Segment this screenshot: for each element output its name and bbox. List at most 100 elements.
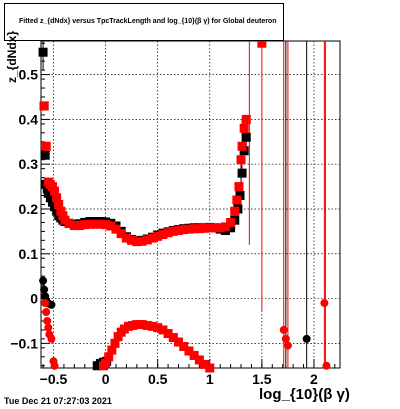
data-point xyxy=(230,206,240,216)
data-point xyxy=(200,223,210,233)
data-point xyxy=(168,333,178,343)
x-tick-label: 1 xyxy=(206,371,214,387)
data-point xyxy=(147,321,157,331)
axis-ticks xyxy=(41,42,336,368)
data-point xyxy=(80,220,90,230)
data-point xyxy=(121,233,131,243)
data-point xyxy=(90,219,100,229)
data-point xyxy=(174,225,184,235)
data-point xyxy=(158,230,168,240)
data-point xyxy=(101,220,111,230)
data-point xyxy=(39,101,49,111)
data-point xyxy=(241,114,251,124)
y-tick-label: 0.4 xyxy=(19,111,39,127)
error-bars xyxy=(42,41,326,368)
data-point xyxy=(179,225,189,235)
data-point xyxy=(104,352,114,362)
chart-title: Fitted z_{dNdx} versus TpcTrackLength an… xyxy=(4,3,284,41)
data-point xyxy=(184,346,194,356)
data-point xyxy=(220,222,230,232)
data-point xyxy=(179,341,189,351)
data-point xyxy=(189,224,199,234)
y-tick-label: 0.1 xyxy=(19,246,39,262)
data-point xyxy=(44,323,53,332)
data-point xyxy=(147,233,157,243)
data-point xyxy=(320,299,329,308)
data-point xyxy=(236,155,246,165)
data-point xyxy=(237,141,247,151)
y-tick-label: 0.3 xyxy=(19,156,39,172)
data-point xyxy=(50,186,60,196)
data-point xyxy=(232,195,242,205)
data-point xyxy=(184,224,194,234)
data-point xyxy=(40,285,49,294)
data-point xyxy=(142,235,152,245)
data-point xyxy=(322,361,331,370)
data-point xyxy=(40,150,50,160)
x-tick-labels: −0.5 0 0.5 1 1.5 2 xyxy=(40,371,318,387)
data-point xyxy=(116,229,126,239)
data-point xyxy=(137,236,147,246)
plot-frame xyxy=(40,40,341,369)
data-point xyxy=(54,200,64,209)
y-axis-title: z_{dNdx} xyxy=(5,30,20,84)
data-point xyxy=(107,345,117,355)
data-point xyxy=(210,223,220,233)
data-point xyxy=(153,231,163,241)
data-point xyxy=(64,218,74,228)
data-point xyxy=(241,132,251,142)
data-point xyxy=(110,338,120,348)
y-tick-label: 0.5 xyxy=(19,67,39,83)
timestamp: Tue Dec 21 07:27:03 2021 xyxy=(4,396,112,406)
data-point xyxy=(237,168,247,178)
data-point xyxy=(95,219,105,229)
data-point xyxy=(189,350,199,360)
data-point xyxy=(50,361,59,370)
data-point xyxy=(39,276,48,285)
data-point xyxy=(142,320,152,330)
y-tick-labels: −0.1 0 0.1 0.2 0.3 0.4 0.5 xyxy=(10,67,38,352)
data-point xyxy=(153,323,163,333)
x-tick-label: 0 xyxy=(102,371,110,387)
data-point xyxy=(101,359,111,369)
data-point xyxy=(106,221,116,231)
data-point xyxy=(302,334,311,343)
data-point xyxy=(200,359,210,369)
y-tick-label: 0.2 xyxy=(19,201,39,217)
data-point xyxy=(283,341,292,350)
data-point xyxy=(281,334,290,343)
data-point xyxy=(111,224,121,234)
data-point xyxy=(194,224,204,234)
data-point xyxy=(205,363,215,373)
data-point xyxy=(127,235,137,245)
data-point xyxy=(75,221,85,231)
x-axis-title: log_{10}(β γ) xyxy=(259,386,350,403)
data-point xyxy=(137,320,147,330)
data-point xyxy=(194,355,204,365)
data-point xyxy=(132,237,142,247)
data-point xyxy=(163,228,173,238)
x-tick-label: 1.5 xyxy=(252,371,272,387)
data-point xyxy=(42,308,51,317)
data-point xyxy=(168,226,178,236)
data-point xyxy=(234,182,244,192)
data-point xyxy=(69,221,79,231)
data-point xyxy=(174,337,184,347)
data-points xyxy=(38,38,331,373)
grid-lines xyxy=(41,41,340,368)
data-point xyxy=(158,325,168,335)
y-tick-label: −0.1 xyxy=(10,335,38,351)
y-tick-label: 0 xyxy=(30,291,38,307)
data-point xyxy=(41,299,50,308)
data-point xyxy=(41,141,51,151)
data-point xyxy=(132,320,142,330)
data-point xyxy=(279,325,288,334)
data-point xyxy=(163,329,173,339)
data-point xyxy=(205,223,215,233)
data-point xyxy=(85,219,95,229)
x-tick-label: 2 xyxy=(310,371,318,387)
data-point xyxy=(47,300,56,309)
x-tick-label: 0.5 xyxy=(148,371,168,387)
data-point xyxy=(47,334,56,343)
